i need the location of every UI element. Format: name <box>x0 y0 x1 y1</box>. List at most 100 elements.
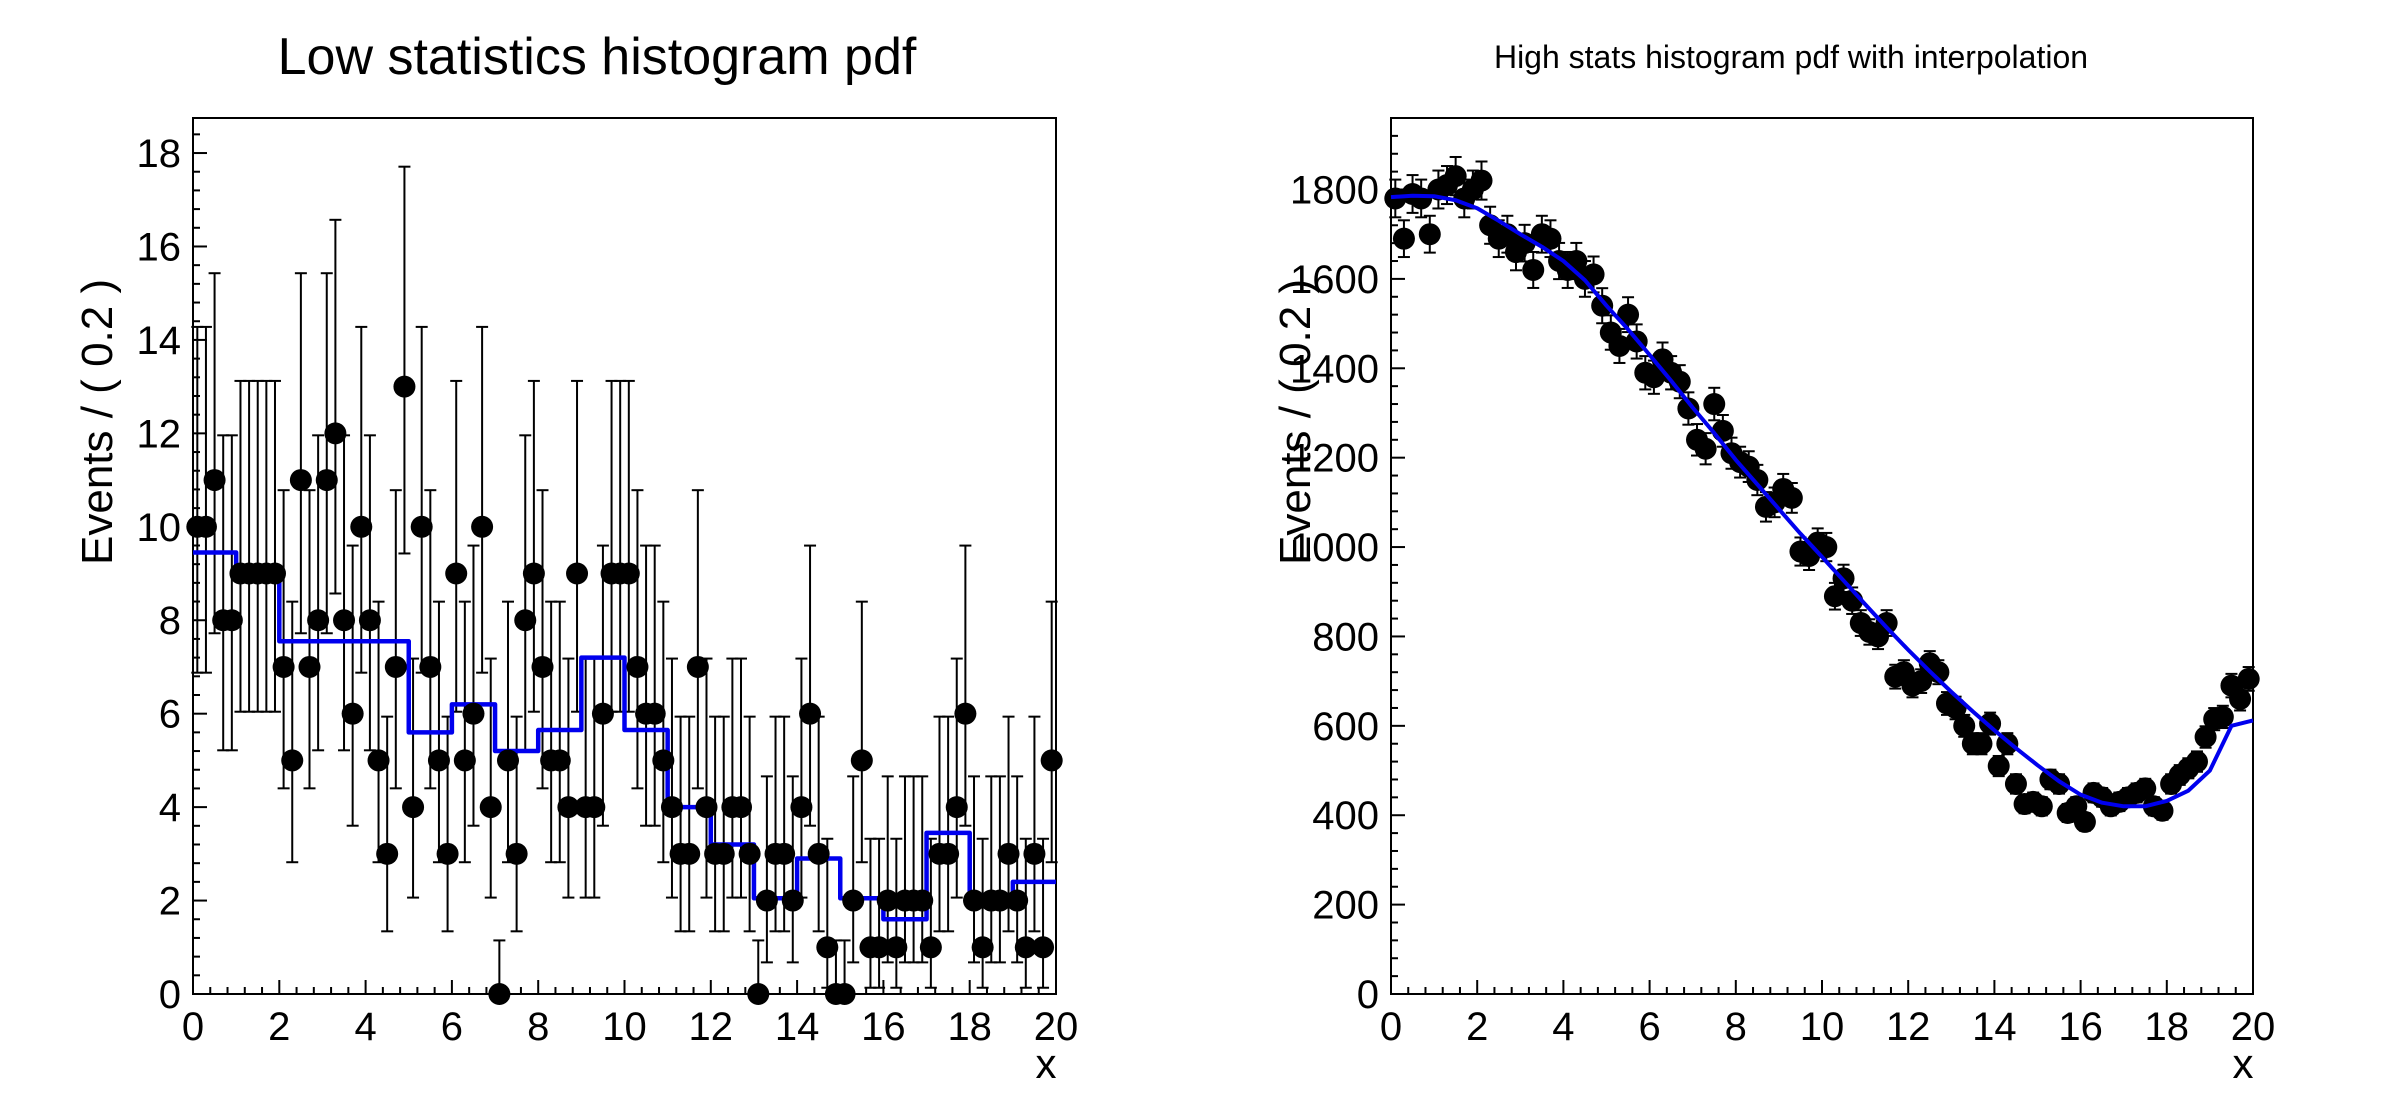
x-tick-label: 10 <box>1800 1005 1845 1049</box>
y-tick-label: 800 <box>1312 615 1379 659</box>
y-tick-label: 6 <box>159 693 181 737</box>
data-point <box>747 983 770 1005</box>
data-point <box>1815 536 1838 559</box>
data-point <box>436 842 459 865</box>
x-tick-label: 10 <box>602 1005 647 1049</box>
data-point <box>1032 936 1055 959</box>
data-point <box>393 375 416 398</box>
data-point <box>591 702 614 725</box>
y-tick-label: 4 <box>159 786 181 830</box>
data-point <box>937 842 960 865</box>
x-tick-label: 4 <box>354 1005 376 1049</box>
data-point <box>358 609 381 632</box>
y-tick-label: 1800 <box>1290 169 1379 213</box>
x-tick-label: 4 <box>1552 1005 1574 1049</box>
data-point <box>919 936 942 959</box>
data-point <box>2030 795 2053 818</box>
data-point <box>686 655 709 678</box>
x-tick-label: 14 <box>775 1005 820 1049</box>
data-point <box>2229 688 2252 711</box>
data-point <box>1591 294 1614 317</box>
y-tick-label: 600 <box>1312 705 1379 749</box>
data-point <box>1023 842 1046 865</box>
data-point <box>945 796 968 819</box>
data-point <box>1040 749 1063 772</box>
data-point <box>1617 303 1640 326</box>
data-point <box>1418 223 1441 246</box>
data-point <box>626 655 649 678</box>
data-point <box>1780 486 1803 509</box>
data-point <box>2237 667 2260 690</box>
data-point <box>1875 612 1898 635</box>
data-point <box>1677 397 1700 420</box>
x-tick-label: 12 <box>689 1005 734 1049</box>
data-point <box>376 842 399 865</box>
data-point <box>678 842 701 865</box>
x-tick-label: 18 <box>2145 1005 2190 1049</box>
tick-labels: 0 2 4 6 8 10 12 14 16 18 2002004006008001000120014… <box>1290 169 2275 1049</box>
data-point <box>712 842 735 865</box>
pdf-step-curve <box>193 550 1056 922</box>
plot-title: Low statistics histogram pdf <box>278 28 917 86</box>
data-point <box>997 842 1020 865</box>
data-point <box>1470 169 1493 192</box>
data-point <box>1522 258 1545 281</box>
x-axis-title: x <box>2233 1040 2254 1087</box>
y-tick-label: 1400 <box>1290 347 1379 391</box>
data-point <box>695 796 718 819</box>
data-point <box>324 422 347 445</box>
y-tick-label: 200 <box>1312 884 1379 928</box>
y-tick-label: 2 <box>159 880 181 924</box>
data-point <box>963 889 986 912</box>
data-point <box>281 749 304 772</box>
x-tick-label: 0 <box>1380 1005 1402 1049</box>
data-point <box>496 749 519 772</box>
data-point <box>479 796 502 819</box>
data-point <box>462 702 485 725</box>
data-point <box>220 609 243 632</box>
data-point <box>583 796 606 819</box>
data-point <box>194 515 217 538</box>
data-point <box>738 842 761 865</box>
data-point <box>911 889 934 912</box>
data-point <box>341 702 364 725</box>
data-point <box>1582 263 1605 286</box>
data-point <box>514 609 537 632</box>
data-point <box>557 796 580 819</box>
data-point <box>2211 705 2234 728</box>
data-point <box>402 796 425 819</box>
data-point <box>643 702 666 725</box>
data-point <box>410 515 433 538</box>
data-point <box>505 842 528 865</box>
x-tick-label: 20 <box>1034 1005 1079 1049</box>
data-point <box>367 749 390 772</box>
data-point <box>885 936 908 959</box>
data-point <box>617 562 640 585</box>
data-point <box>876 889 899 912</box>
data-point <box>833 983 856 1005</box>
data-point <box>652 749 675 772</box>
x-tick-label: 18 <box>947 1005 992 1049</box>
data-point <box>1392 227 1415 250</box>
data-points <box>186 375 1063 1005</box>
data-point <box>445 562 468 585</box>
data-point <box>2194 726 2217 749</box>
data-point <box>2073 810 2096 833</box>
data-point <box>263 562 286 585</box>
data-point <box>333 609 356 632</box>
data-point <box>419 655 442 678</box>
data-point <box>1006 889 1029 912</box>
x-tick-label: 20 <box>2231 1005 2276 1049</box>
data-point <box>548 749 571 772</box>
x-tick-label: 12 <box>1886 1005 1931 1049</box>
data-point <box>730 796 753 819</box>
left-plot: Low statistics histogram pdf Events / ( … <box>73 28 1078 1087</box>
data-point <box>1703 393 1726 416</box>
data-point <box>1694 437 1717 460</box>
x-tick-label: 2 <box>1466 1005 1488 1049</box>
data-point <box>660 796 683 819</box>
data-point <box>807 842 830 865</box>
data-point <box>531 655 554 678</box>
data-point <box>755 889 778 912</box>
data-point <box>522 562 545 585</box>
